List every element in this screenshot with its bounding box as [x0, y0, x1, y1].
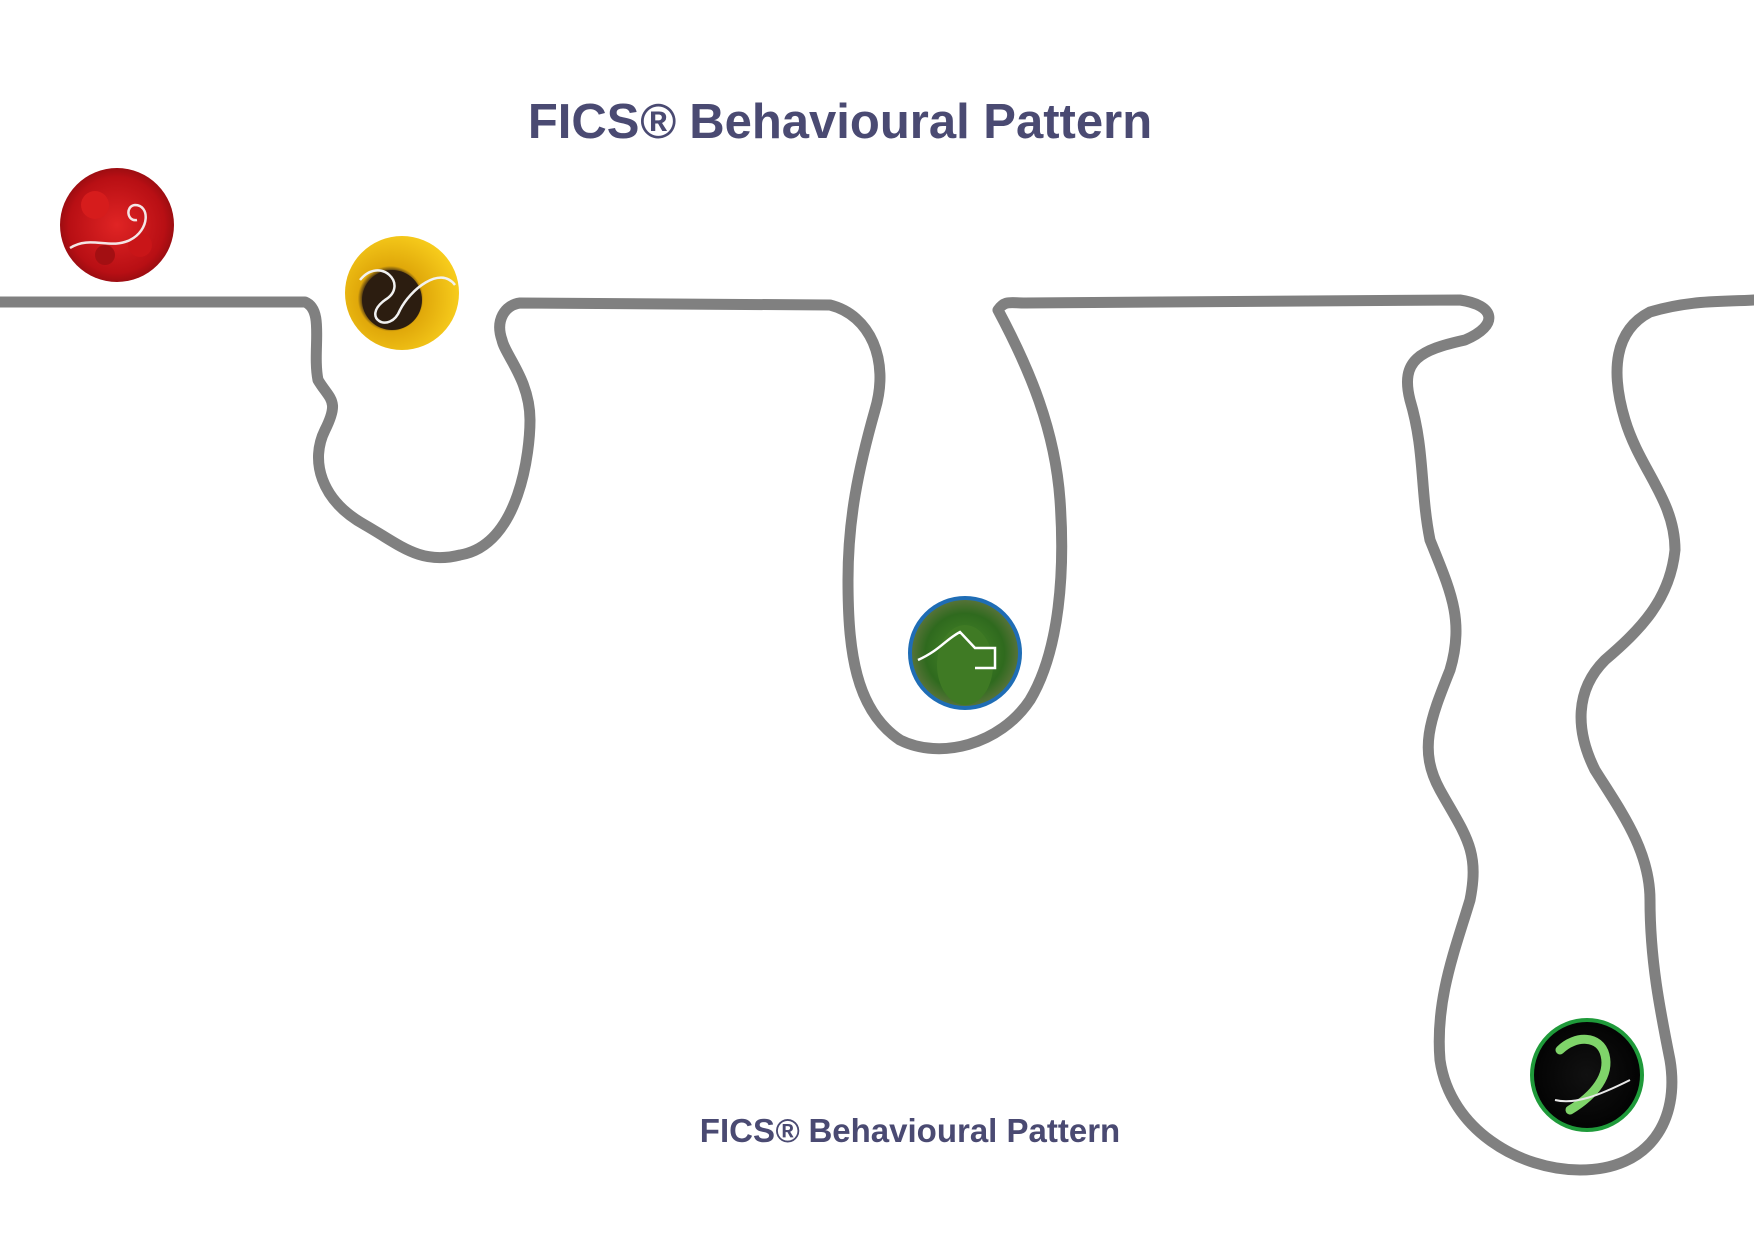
sunflower-badge	[345, 236, 459, 350]
footer-brand: FICS	[699, 1112, 775, 1149]
title-text: Behavioural Pattern	[675, 95, 1153, 149]
red-flower-badge	[60, 168, 174, 282]
title-brand: FICS	[527, 95, 640, 149]
title-registered-mark: ®	[639, 95, 676, 149]
cactus-badge	[908, 596, 1022, 710]
footer-registered-mark: ®	[774, 1112, 800, 1149]
footer-text: Behavioural Pattern	[799, 1112, 1121, 1149]
fern-badge	[1530, 1018, 1644, 1132]
behaviour-path-line	[0, 294, 1754, 1176]
page-title: FICS® Behavioural Pattern	[0, 94, 1680, 150]
footer-title: FICS® Behavioural Pattern	[560, 1112, 1260, 1150]
